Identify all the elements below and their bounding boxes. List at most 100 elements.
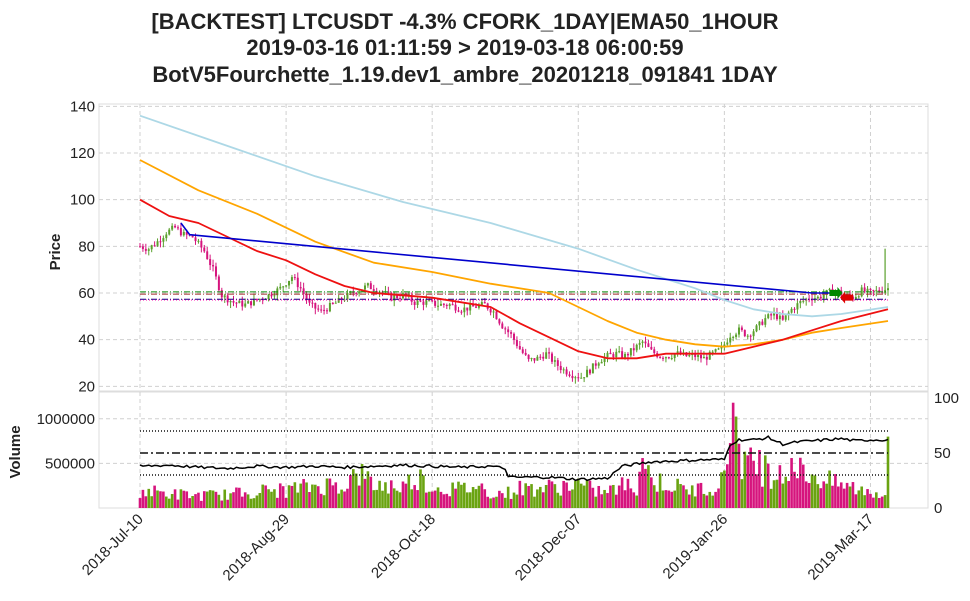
volume-series [138,402,890,508]
candle-body [349,291,352,294]
candle-body [621,351,624,358]
candle-body [495,311,498,320]
candle-body [159,241,162,243]
volume-bar [705,495,709,508]
volume-bar [872,497,875,508]
oscillator-y-tick-label: 100 [934,390,959,407]
volume-bar [866,489,869,508]
candle-body [460,311,463,313]
volume-bar [594,496,598,508]
volume-bar [536,489,539,508]
volume-bar [305,482,308,508]
candle-body [442,303,445,305]
volume-bar [427,491,431,508]
candle-body [387,291,390,293]
volume-bar [801,464,805,508]
candle-body [632,348,635,351]
price-panel-frame [98,103,929,392]
volume-bar [638,471,641,508]
oscillator-series [139,430,889,482]
candle-body [448,304,451,307]
candle-body [752,331,755,337]
volume-bar [343,491,346,508]
candle-body [624,353,627,358]
candle-body [735,334,738,337]
candle-body [816,296,819,299]
candle-body [139,246,141,248]
candle-body [808,298,811,300]
volume-bar [430,491,434,508]
volume-bar [334,482,338,508]
candle-body [176,227,179,229]
price-y-tick-label: 140 [70,98,95,115]
candle-body [559,365,562,370]
candle-body [542,356,545,359]
candle-body [217,276,220,291]
volume-bar [445,493,449,508]
volume-bar [489,498,492,508]
volume-bar [512,492,516,508]
candle-body [565,369,568,375]
candle-body [311,302,314,304]
candle-body [144,248,147,251]
candle-body [702,356,705,359]
candle-body [422,301,425,305]
candle-body [439,303,442,306]
candle-body [200,240,203,248]
oscillator-line [139,435,889,482]
volume-bar [477,485,481,508]
candle-body [328,302,331,312]
volume-bar [731,402,735,508]
volume-bar [506,486,510,508]
candle-body [308,299,311,303]
candle-body [419,300,422,302]
volume-bar [463,482,466,508]
candle-body [711,351,714,353]
volume-bar [179,489,183,508]
candle-body [194,237,197,242]
volume-bar [755,474,758,508]
candle-body [740,327,743,331]
volume-bar [354,473,358,508]
volume-bar [392,488,396,508]
candle-body [267,294,270,300]
candle-body [793,308,796,310]
volume-bar [185,491,189,508]
volume-bar [541,492,545,508]
candle-body [451,304,454,306]
volume-bar [159,491,162,508]
volume-bar [880,496,884,508]
volume-bar [860,486,864,508]
candle-body [250,301,253,306]
volume-bar [559,495,563,508]
candle-body [664,357,667,359]
candle-body [314,302,317,309]
volume-bar [363,478,367,508]
volume-bar [571,489,574,508]
volume-bar [521,495,525,508]
candle-body [720,346,723,349]
chart-title-line-2: 2019-03-16 01:11:59 > 2019-03-18 06:00:5… [246,35,683,60]
candle-body [141,246,144,249]
volume-bar [369,476,373,508]
volume-bar [807,482,811,508]
volume-bar [281,486,285,508]
volume-bar [483,489,487,508]
volume-bar [728,443,732,508]
volume-bar [138,498,142,508]
candle-body [697,355,700,358]
candle-body [659,356,662,358]
candle-body [457,310,460,312]
volume-bar [465,492,469,508]
volume-bar [492,497,495,508]
candle-body [828,288,831,290]
volume-bar [261,484,265,508]
volume-bar [708,491,712,508]
candle-body [156,241,159,246]
candle-body [279,286,282,289]
volume-bar [351,469,355,508]
volume-bar [474,489,478,508]
volume-bar [176,499,180,508]
volume-bar [258,492,262,508]
candle-body [372,289,375,291]
